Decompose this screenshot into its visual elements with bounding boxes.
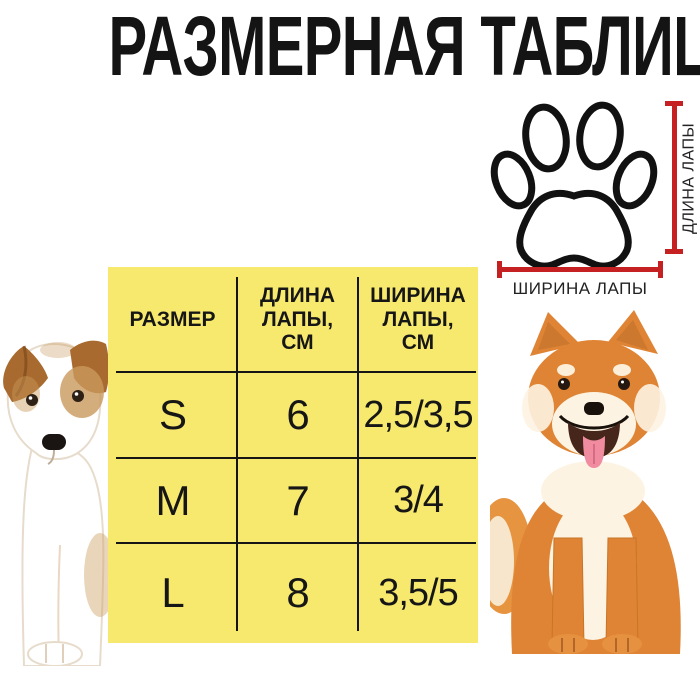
length-dimension-cap-top: [665, 101, 683, 106]
table-divider-horizontal-1: [116, 371, 476, 373]
length-dimension-line: [672, 101, 677, 254]
table-divider-vertical-2: [357, 277, 359, 631]
length-cell-s: 6: [286, 391, 309, 438]
width-dimension-line: [497, 267, 663, 272]
header-paw-width: ШИРИНА ЛАПЫ, СМ: [370, 283, 466, 355]
size-table: РАЗМЕР ДЛИНА ЛАПЫ, СМ ШИРИНА ЛАПЫ, СМ S …: [108, 267, 478, 643]
paw-print-icon: [490, 101, 658, 270]
width-cell-l: 3,5/5: [378, 571, 459, 614]
paw-length-label: ДЛИНА ЛАПЫ: [680, 122, 698, 234]
width-dimension-cap-left: [497, 261, 502, 278]
length-cell-m: 7: [286, 476, 309, 524]
width-cell-m: 3/4: [393, 479, 444, 521]
table-divider-vertical-1: [236, 277, 238, 631]
width-dimension-cap-right: [658, 261, 663, 278]
size-cell-s: S: [158, 391, 187, 438]
shiba-inu-dog-photo: [490, 310, 681, 654]
length-cell-l: 8: [286, 569, 309, 616]
page-title: РАЗМЕРНАЯ ТАБЛИЦА: [108, 0, 700, 93]
header-paw-length: ДЛИНА ЛАПЫ, СМ: [259, 283, 336, 355]
header-size: РАЗМЕР: [129, 307, 216, 331]
length-dimension-cap-bottom: [665, 249, 683, 254]
size-cell-l: L: [161, 569, 184, 616]
paw-width-label: ШИРИНА ЛАПЫ: [512, 279, 648, 298]
size-cell-m: M: [155, 476, 191, 524]
table-divider-horizontal-2: [116, 457, 476, 459]
table-divider-horizontal-3: [116, 542, 476, 544]
width-cell-s: 2,5/3,5: [363, 393, 473, 436]
jack-russell-dog-photo: [3, 340, 112, 666]
